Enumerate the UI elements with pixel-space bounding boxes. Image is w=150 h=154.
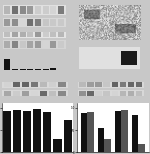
Bar: [43, 19, 49, 26]
Bar: [12, 32, 18, 37]
Bar: [64, 120, 72, 152]
Bar: [27, 32, 33, 37]
Bar: [81, 113, 87, 152]
Bar: [49, 91, 56, 96]
Bar: [103, 91, 110, 96]
Bar: [13, 91, 20, 96]
Bar: [4, 6, 10, 14]
Bar: [87, 82, 94, 87]
Bar: [58, 6, 64, 14]
Bar: [4, 19, 10, 26]
Bar: [23, 111, 31, 152]
Bar: [40, 82, 47, 87]
Bar: [121, 51, 137, 65]
Bar: [20, 69, 26, 70]
Bar: [58, 32, 64, 37]
Bar: [95, 82, 102, 87]
Bar: [22, 82, 29, 87]
Bar: [2, 90, 68, 96]
Bar: [78, 90, 144, 96]
Bar: [120, 82, 126, 87]
Bar: [50, 68, 56, 70]
Bar: [35, 6, 41, 14]
Bar: [3, 18, 66, 27]
Bar: [87, 91, 94, 96]
Bar: [2, 82, 68, 88]
Bar: [4, 82, 11, 87]
Bar: [79, 47, 140, 69]
Bar: [43, 69, 49, 70]
Bar: [128, 82, 134, 87]
Bar: [43, 41, 49, 48]
Bar: [31, 82, 38, 87]
Bar: [27, 41, 33, 48]
Bar: [27, 19, 33, 26]
Bar: [13, 110, 21, 152]
Bar: [40, 91, 47, 96]
Bar: [50, 32, 56, 37]
Bar: [132, 115, 138, 152]
Bar: [50, 19, 56, 26]
Bar: [136, 91, 142, 96]
Bar: [12, 19, 18, 26]
Bar: [3, 5, 66, 15]
Bar: [54, 139, 62, 152]
Bar: [58, 19, 64, 26]
Bar: [22, 91, 29, 96]
Bar: [49, 82, 56, 87]
Bar: [43, 6, 49, 14]
Bar: [79, 82, 86, 87]
Bar: [112, 82, 118, 87]
Bar: [20, 19, 26, 26]
Bar: [35, 19, 41, 26]
Bar: [4, 41, 10, 48]
Bar: [43, 112, 51, 152]
Bar: [3, 111, 11, 152]
Bar: [58, 91, 66, 96]
Bar: [128, 91, 134, 96]
Bar: [103, 82, 110, 87]
Bar: [27, 6, 33, 14]
Bar: [121, 110, 128, 152]
Bar: [4, 91, 11, 96]
Bar: [33, 109, 41, 152]
Bar: [27, 69, 33, 70]
Bar: [31, 91, 38, 96]
Bar: [50, 6, 56, 14]
Bar: [43, 32, 49, 37]
Bar: [98, 128, 104, 152]
Bar: [35, 69, 41, 70]
Bar: [79, 91, 86, 96]
Bar: [58, 41, 64, 48]
Bar: [104, 139, 111, 152]
Bar: [112, 91, 118, 96]
Bar: [136, 82, 142, 87]
Bar: [35, 41, 41, 48]
Bar: [87, 112, 94, 152]
Bar: [4, 59, 10, 70]
Bar: [20, 32, 26, 37]
Bar: [138, 144, 145, 152]
Bar: [12, 41, 18, 48]
Bar: [20, 6, 26, 14]
Bar: [58, 82, 66, 87]
Bar: [120, 91, 126, 96]
Bar: [3, 32, 66, 38]
Bar: [50, 41, 56, 48]
Bar: [3, 40, 66, 49]
Bar: [115, 111, 121, 152]
Bar: [12, 69, 18, 70]
Bar: [95, 91, 102, 96]
Bar: [4, 32, 10, 37]
Bar: [13, 82, 20, 87]
Bar: [20, 41, 26, 48]
Bar: [78, 82, 144, 88]
Bar: [12, 6, 18, 14]
Bar: [35, 32, 41, 37]
